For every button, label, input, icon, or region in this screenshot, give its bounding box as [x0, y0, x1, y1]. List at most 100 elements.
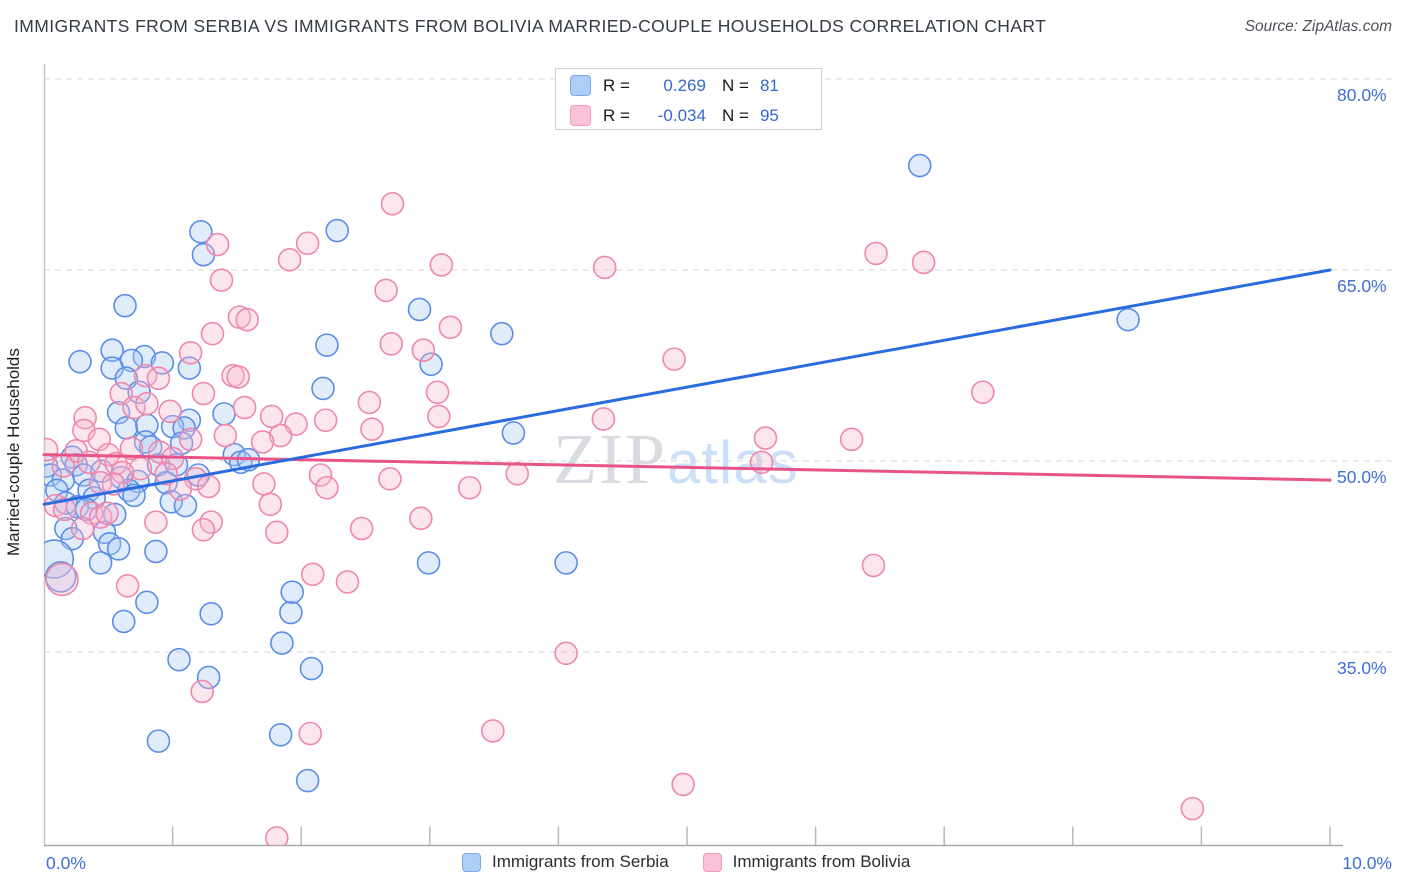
scatter-point-serbia[interactable] — [199, 601, 223, 626]
scatter-point-bolivia[interactable] — [196, 474, 221, 499]
scatter-point-bolivia[interactable] — [250, 430, 275, 454]
scatter-point-bolivia[interactable] — [36, 437, 59, 462]
scatter-point-serbia[interactable] — [325, 218, 350, 243]
scatter-point-bolivia[interactable] — [178, 340, 203, 365]
scatter-point-bolivia[interactable] — [259, 404, 284, 429]
scatter-point-serbia[interactable] — [554, 551, 578, 575]
scatter-point-bolivia[interactable] — [313, 408, 338, 433]
scatter-point-serbia[interactable] — [299, 656, 324, 681]
scatter-point-bolivia[interactable] — [191, 517, 216, 542]
scatter-point-serbia[interactable] — [280, 580, 304, 604]
scatter-point-bolivia[interactable] — [73, 405, 97, 430]
scatter-point-serbia[interactable] — [106, 537, 131, 561]
scatter-point-serbia[interactable] — [167, 647, 191, 672]
scatter-point-bolivia[interactable] — [429, 253, 454, 277]
scatter-point-bolivia[interactable] — [70, 516, 95, 541]
scatter-point-serbia[interactable] — [144, 539, 168, 564]
scatter-point-bolivia[interactable] — [232, 395, 257, 420]
scatter-point-bolivia[interactable] — [258, 492, 283, 517]
scatter-point-serbia[interactable] — [416, 551, 441, 575]
scatter-point-bolivia[interactable] — [200, 321, 225, 346]
scatter-point-bolivia[interactable] — [411, 338, 436, 363]
scatter-point-bolivia[interactable] — [349, 516, 374, 541]
scatter-point-serbia[interactable] — [113, 293, 137, 318]
scatter-point-bolivia[interactable] — [88, 505, 113, 529]
scatter-point-bolivia[interactable] — [295, 231, 320, 256]
scatter-point-bolivia[interactable] — [408, 506, 433, 531]
scatter-point-bolivia[interactable] — [662, 347, 686, 371]
scatter-point-bolivia[interactable] — [505, 461, 530, 486]
scatter-point-serbia[interactable] — [1116, 307, 1140, 332]
scatter-point-serbia[interactable] — [279, 600, 303, 625]
scatter-point-bolivia[interactable] — [158, 399, 182, 424]
scatter-point-serbia[interactable] — [270, 631, 294, 655]
scatter-point-bolivia[interactable] — [379, 332, 404, 356]
scatter-point-bolivia[interactable] — [264, 520, 289, 545]
scatter-point-bolivia[interactable] — [277, 248, 302, 272]
scatter-point-bolivia[interactable] — [671, 772, 695, 797]
scatter-point-serbia[interactable] — [106, 400, 131, 425]
scatter-point-bolivia[interactable] — [457, 475, 482, 500]
scatter-point-serbia[interactable] — [419, 352, 443, 377]
scatter-point-bolivia[interactable] — [308, 463, 333, 487]
scatter-point-serbia[interactable] — [146, 729, 171, 753]
scatter-point-serbia[interactable] — [407, 297, 432, 322]
scatter-point-bolivia[interactable] — [115, 573, 140, 598]
scatter-point-bolivia[interactable] — [178, 427, 203, 452]
scatter-point-serbia[interactable] — [196, 665, 221, 690]
scatter-point-bolivia[interactable] — [235, 307, 259, 332]
scatter-point-bolivia[interactable] — [45, 562, 79, 597]
scatter-point-serbia[interactable] — [490, 321, 514, 346]
scatter-point-serbia[interactable] — [88, 551, 113, 575]
scatter-point-serbia[interactable] — [311, 376, 335, 401]
scatter-point-bolivia[interactable] — [52, 497, 77, 522]
scatter-point-serbia[interactable] — [189, 220, 213, 244]
scatter-point-bolivia[interactable] — [380, 191, 405, 216]
scatter-point-serbia[interactable] — [212, 402, 236, 426]
scatter-point-bolivia[interactable] — [592, 255, 617, 280]
scatter-point-serbia[interactable] — [114, 416, 139, 440]
scatter-point-serbia[interactable] — [501, 421, 526, 445]
scatter-point-bolivia[interactable] — [300, 562, 325, 587]
scatter-point-bolivia[interactable] — [427, 404, 451, 429]
scatter-point-bolivia[interactable] — [154, 461, 178, 486]
scatter-point-bolivia[interactable] — [268, 423, 293, 448]
scatter-point-bolivia[interactable] — [335, 570, 360, 594]
scatter-point-serbia[interactable] — [111, 609, 136, 634]
scatter-point-bolivia[interactable] — [144, 510, 168, 534]
scatter-point-bolivia[interactable] — [315, 475, 339, 500]
scatter-point-serbia[interactable] — [268, 722, 293, 747]
scatter-point-bolivia[interactable] — [591, 407, 616, 431]
scatter-point-bolivia[interactable] — [911, 250, 936, 275]
scatter-point-bolivia[interactable] — [205, 232, 230, 257]
scatter-point-bolivia[interactable] — [95, 501, 119, 526]
scatter-point-serbia[interactable] — [68, 349, 92, 374]
scatter-point-bolivia[interactable] — [554, 641, 578, 666]
scatter-point-bolivia[interactable] — [378, 467, 402, 491]
scatter-point-bolivia[interactable] — [191, 381, 216, 406]
scatter-point-bolivia[interactable] — [190, 679, 214, 704]
scatter-point-bolivia[interactable] — [213, 423, 238, 448]
scatter-point-bolivia[interactable] — [753, 426, 778, 450]
scatter-point-serbia[interactable] — [132, 344, 157, 369]
scatter-point-bolivia[interactable] — [135, 391, 159, 416]
scatter-point-bolivia[interactable] — [264, 826, 289, 849]
scatter-point-serbia[interactable] — [907, 153, 932, 178]
scatter-point-bolivia[interactable] — [146, 366, 171, 391]
scatter-point-bolivia[interactable] — [357, 390, 382, 415]
scatter-point-bolivia[interactable] — [374, 278, 398, 303]
scatter-point-serbia[interactable] — [222, 442, 247, 467]
scatter-point-serbia[interactable] — [102, 502, 127, 527]
scatter-point-bolivia[interactable] — [839, 427, 864, 452]
scatter-point-bolivia[interactable] — [360, 417, 384, 441]
scatter-point-serbia[interactable] — [135, 590, 159, 615]
scatter-point-serbia[interactable] — [295, 768, 320, 793]
scatter-point-bolivia[interactable] — [481, 719, 505, 743]
scatter-point-serbia[interactable] — [100, 338, 124, 363]
scatter-point-bolivia[interactable] — [861, 553, 886, 578]
scatter-point-serbia[interactable] — [150, 351, 175, 375]
scatter-point-bolivia[interactable] — [119, 436, 144, 461]
scatter-point-bolivia[interactable] — [864, 241, 888, 266]
scatter-point-serbia[interactable] — [159, 489, 184, 514]
scatter-point-bolivia[interactable] — [209, 268, 234, 292]
